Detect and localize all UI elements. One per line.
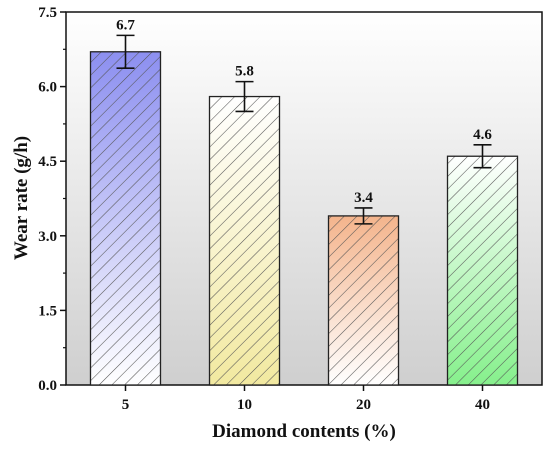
x-tick-label: 20	[356, 397, 371, 413]
bar-20	[327, 215, 400, 386]
bar-hatch	[209, 96, 280, 386]
bar-10	[208, 95, 281, 386]
value-label-10: 5.8	[235, 64, 254, 80]
y-axis-title: Wear rate (g/h)	[11, 136, 32, 260]
y-tick-label: 4.5	[38, 154, 57, 170]
error-bar-5	[116, 34, 135, 69]
bar-5	[89, 51, 162, 386]
value-label-5: 6.7	[116, 17, 135, 33]
y-tick-label: 1.5	[38, 303, 57, 319]
error-bar-10	[235, 80, 254, 113]
error-bar-40	[473, 143, 492, 169]
bar-hatch	[447, 156, 518, 385]
y-tick-label: 0.0	[38, 378, 57, 394]
bar-40	[446, 155, 519, 386]
y-axis: 0.0 1.5 3.0 4.5 6.0 7.5	[38, 5, 66, 394]
x-tick-label: 40	[475, 397, 490, 413]
bar-hatch	[90, 51, 161, 385]
error-bars	[116, 34, 492, 225]
y-tick-label: 3.0	[38, 229, 57, 245]
error-bar-20	[354, 207, 373, 225]
value-label-40: 4.6	[473, 127, 492, 143]
y-tick-label: 6.0	[38, 80, 57, 96]
bars	[89, 51, 519, 386]
x-tick-label: 5	[122, 397, 130, 413]
x-tick-label: 10	[237, 397, 252, 413]
value-labels: 6.7 5.8 3.4 4.6	[116, 17, 492, 206]
x-axis: 5 10 20 40	[122, 385, 490, 413]
x-axis-title: Diamond contents (%)	[212, 421, 396, 442]
y-tick-label: 7.5	[38, 5, 57, 21]
value-label-20: 3.4	[354, 190, 373, 206]
bar-hatch	[328, 215, 399, 385]
